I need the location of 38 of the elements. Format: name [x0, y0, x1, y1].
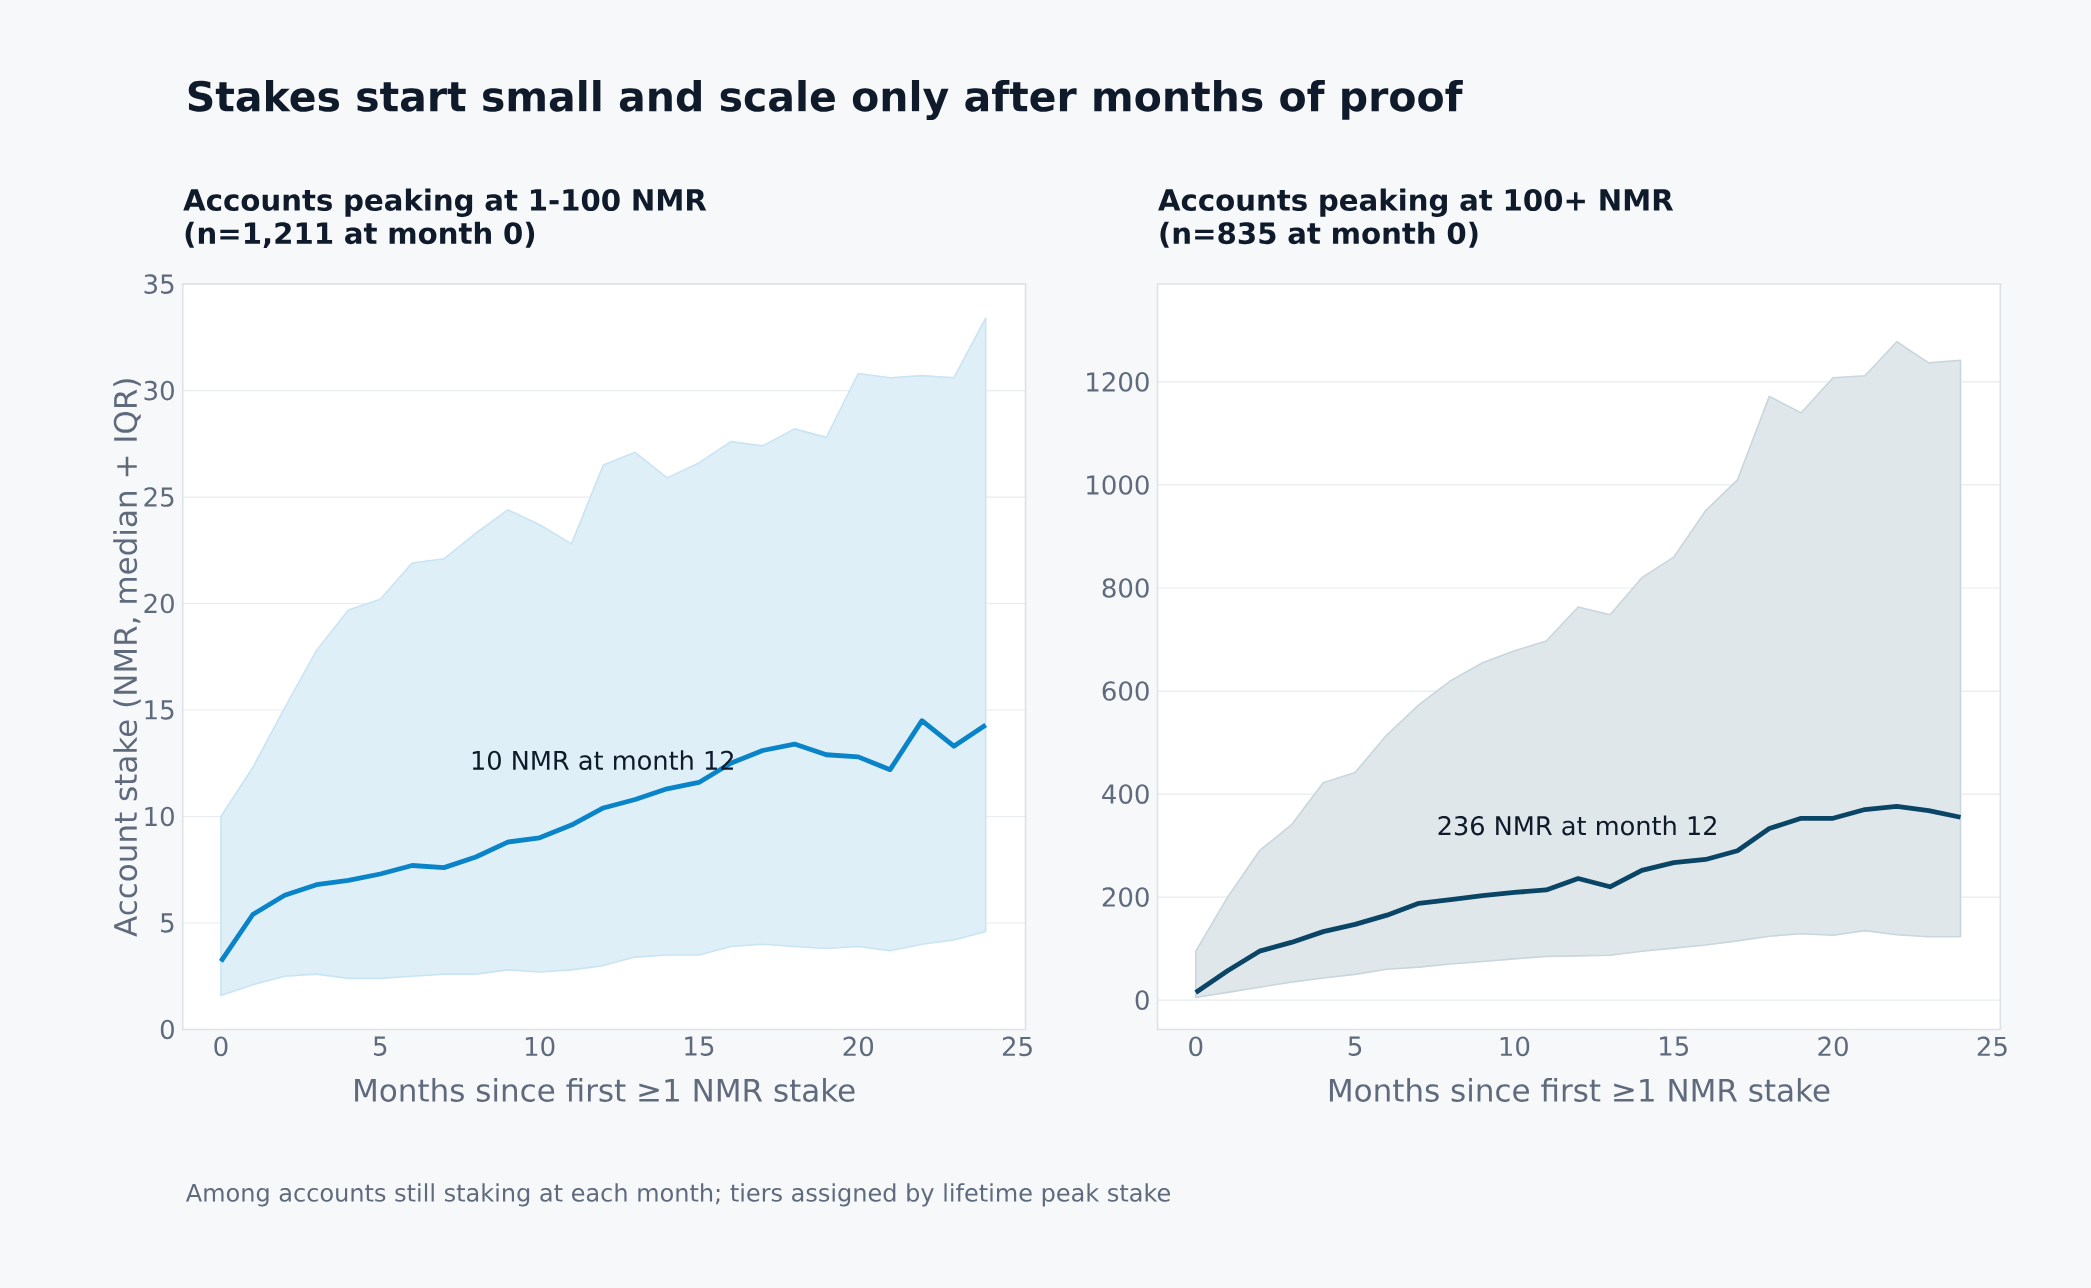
x-tick-label: 20 [1818, 1036, 1848, 1057]
y-tick-label: 0 [160, 1019, 174, 1040]
x-tick-label: 15 [1660, 1036, 1688, 1056]
text: Among accounts still staking at each month; tiers assigned by lifetime peak stake [185, 1183, 1171, 1207]
y-tick-label: 35 [144, 274, 174, 294]
y-tick-label: 0 [1135, 990, 1149, 1010]
x-axis-title: Months since first ≥1 NMR stake [1329, 1077, 1830, 1102]
y-tick-label: 1200 [1087, 372, 1149, 392]
line-series [218, 718, 989, 964]
x-tick-label: 5 [1348, 1036, 1362, 1056]
x-tick-label: 0 [214, 1036, 228, 1057]
x-tick-label: 0 [1189, 1036, 1203, 1057]
annotation: 10 NMR at month 12 [472, 750, 733, 770]
y-tick-label: 25 [144, 487, 174, 507]
y-tick-label: 15 [145, 700, 174, 720]
x-tick-label: 10 [1500, 1036, 1530, 1057]
x-tick-label: 20 [843, 1036, 874, 1057]
x-tick-label: 5 [374, 1036, 387, 1056]
chart-title: Stakes start small and scale only after months of proof [188, 79, 1463, 120]
chart-subtitle: Accounts peaking at 1-100 NMR (n=1,211 at month 0) [183, 188, 707, 248]
line-series [1193, 803, 1963, 995]
y-tick-label: 600 [1102, 681, 1149, 701]
y-tick-label: 800 [1102, 578, 1149, 598]
y-axis-title: Account stake (NMR, median + IQR) [113, 379, 141, 937]
x-tick-label: 25 [1977, 1036, 2007, 1057]
annotation: 236 NMR at month 12 [1438, 815, 1716, 836]
x-tick-label: 15 [685, 1036, 714, 1056]
y-tick-label: 5 [161, 913, 174, 933]
x-axis-title: Months since first ≥1 NMR stake [355, 1077, 855, 1102]
y-tick-label: 30 [144, 380, 174, 401]
y-tick-label: 400 [1102, 784, 1149, 804]
y-tick-label: 1000 [1087, 475, 1149, 495]
chart-subtitle: Accounts peaking at 100+ NMR (n=835 at month 0) [1158, 188, 1674, 248]
x-tick-label: 10 [525, 1036, 555, 1057]
y-tick-label: 200 [1102, 887, 1149, 907]
y-tick-label: 20 [144, 593, 174, 614]
x-tick-label: 25 [1002, 1036, 1032, 1057]
y-tick-label: 10 [145, 806, 174, 827]
